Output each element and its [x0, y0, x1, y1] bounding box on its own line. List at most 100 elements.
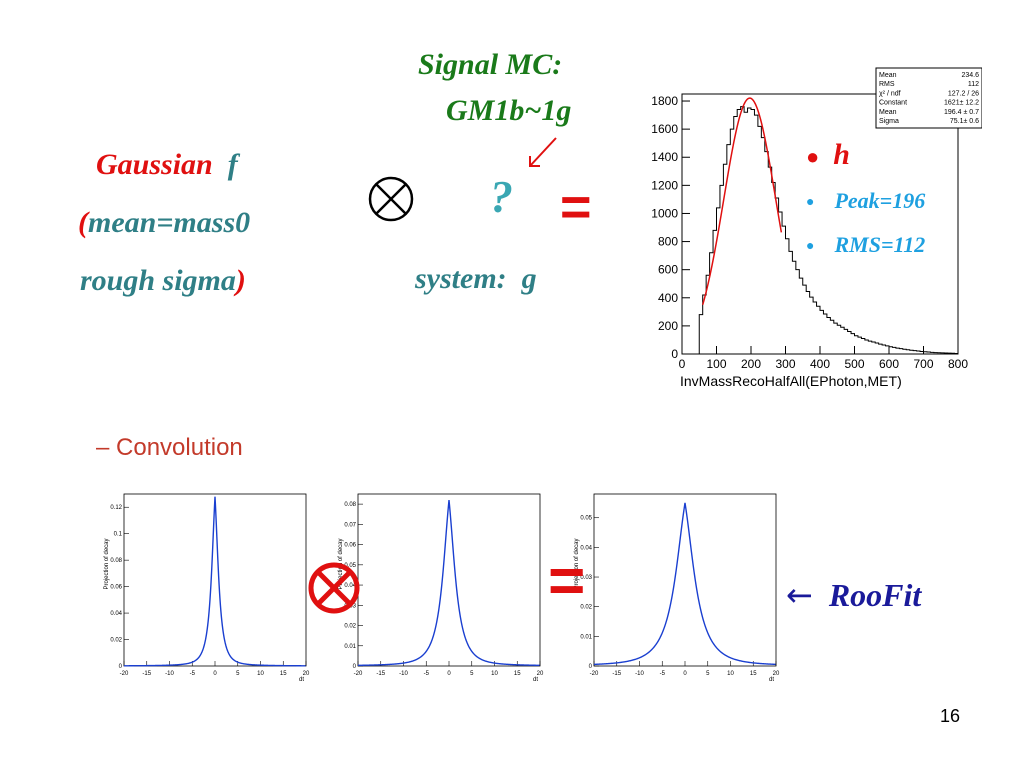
stats-box — [875, 67, 982, 129]
x-tick-label: 0 — [679, 357, 686, 371]
bullet-dot-h: ● — [806, 144, 820, 170]
stats-value: 75.1± 0.6 — [950, 118, 979, 125]
decay-curve — [593, 502, 776, 666]
bullet-dot-rms: ● — [806, 238, 815, 254]
x-tick-label: 20 — [303, 671, 310, 677]
histogram-chart: 0 200 400 600 800 1000 1200 1400 1600 1800 0 100 200… — [651, 67, 982, 389]
bullet-h-text: h — [833, 138, 850, 171]
gaussian-fit-line — [701, 97, 783, 306]
x-tick-label: 800 — [948, 357, 968, 371]
y-tick-label: 200 — [658, 319, 678, 333]
x-tick-label: 5 — [706, 671, 710, 677]
y-tick-label: 0.1 — [114, 532, 123, 538]
y-tick-label: 0.01 — [344, 644, 356, 650]
y-tick-label: 0 — [353, 664, 357, 670]
x-tick-label: -5 — [660, 671, 666, 677]
system-g: g — [521, 262, 537, 295]
y-axis-label: Projection of decay — [104, 538, 110, 589]
decay-curve — [358, 500, 540, 667]
question-mark: ? — [490, 171, 513, 222]
system-label: system: g — [415, 262, 537, 296]
x-tick-label: 10 — [491, 671, 498, 677]
mean-line: (mean=mass0 — [78, 206, 250, 240]
y-tick-label: 0.07 — [344, 522, 356, 528]
roofit-label: ← RooFit — [786, 576, 921, 614]
otimes-red-icon — [308, 562, 360, 614]
y-tick-label: 600 — [658, 263, 678, 277]
stats-value: 1621± 12.2 — [944, 100, 979, 107]
x-tick-label: -10 — [165, 671, 174, 677]
y-tick-label: 0.08 — [110, 558, 122, 564]
y-tick-label: 0.12 — [110, 505, 122, 511]
equals-sign-top: = — [560, 177, 592, 237]
x-tick-label: 10 — [727, 671, 734, 677]
x-tick-label: -20 — [354, 671, 363, 677]
x-tick-label: 5 — [236, 671, 240, 677]
histogram-series — [698, 106, 959, 354]
x-axis-label: InvMassRecoHalfAll(EPhoton,MET) — [680, 373, 902, 389]
bullet-rms: ● RMS=112 — [806, 232, 925, 258]
page-number: 16 — [940, 706, 961, 726]
otimes-icon — [368, 176, 414, 222]
y-tick-label: 1800 — [651, 94, 678, 108]
gaussian-f-line: Gaussian f — [96, 148, 238, 182]
decay-plot-1: 0 0.02 0.04 0.06 0.08 0.1 0.12 -20 -15 -10 -5 0 5 10 1… — [104, 493, 310, 683]
y-tick-label: 0.04 — [580, 545, 592, 551]
x-tick-label: 100 — [706, 357, 726, 371]
x-tick-label: 20 — [537, 671, 544, 677]
stats-value: 127.2 / 26 — [948, 90, 979, 97]
y-tick-label: 0 — [671, 347, 678, 361]
stats-label: Mean — [879, 72, 897, 79]
x-tick-label: 15 — [750, 671, 757, 677]
y-tick-label: 0.06 — [110, 585, 122, 591]
plot-frame — [593, 493, 777, 667]
y-tick-label: 0.01 — [580, 634, 592, 640]
x-axis-label: dt — [769, 677, 774, 683]
signal-model-label: GM1b~1g — [446, 94, 572, 127]
stats-label: RMS — [879, 81, 895, 88]
x-tick-label: 0 — [683, 671, 687, 677]
f-symbol: f — [227, 148, 238, 181]
y-tick-label: 0.02 — [344, 624, 356, 630]
x-tick-label: -20 — [120, 671, 129, 677]
system-word: system: — [415, 262, 507, 295]
stats-value: 234.6 — [961, 72, 979, 79]
rough-sigma-text: rough sigma — [80, 264, 236, 297]
rough-sigma-line: rough sigma) — [80, 264, 246, 298]
x-tick-label: -15 — [612, 671, 621, 677]
y-tick-label: 0.08 — [344, 502, 356, 508]
decay-plot-2: 00.010.020.030.040.050.060.070.08-20 -15-… — [338, 493, 544, 683]
left-arrow-icon: ← — [786, 576, 813, 614]
stats-label: χ² / ndf — [879, 90, 901, 97]
pointer-arrow-icon — [529, 137, 557, 167]
histogram-frame — [681, 93, 959, 355]
y-tick-label: 0 — [119, 664, 123, 670]
equals-sign-bottom: = — [548, 544, 586, 616]
y-tick-label: 0.02 — [110, 638, 122, 644]
x-tick-label: -10 — [635, 671, 644, 677]
x-tick-label: -10 — [399, 671, 408, 677]
bullet-h: ● h — [806, 138, 850, 172]
x-tick-label: 400 — [810, 357, 830, 371]
x-axis-label: dt — [533, 677, 538, 683]
roofit-text: RooFit — [828, 577, 922, 613]
y-tick-label: 400 — [658, 291, 678, 305]
mean-text: mean=mass0 — [88, 206, 251, 239]
stats-label: Sigma — [879, 118, 899, 125]
bullet-peak-text: Peak=196 — [834, 188, 926, 213]
x-axis-label: dt — [299, 677, 304, 683]
plot-frame — [123, 493, 307, 667]
x-tick-label: 20 — [773, 671, 780, 677]
x-tick-label: 600 — [879, 357, 899, 371]
stats-label: Mean — [879, 109, 897, 116]
y-tick-label: 0.04 — [110, 611, 122, 617]
y-tick-label: 0.05 — [580, 516, 592, 522]
y-tick-label: 1000 — [651, 206, 678, 220]
x-tick-label: 15 — [514, 671, 521, 677]
y-tick-label: 1400 — [651, 150, 678, 164]
x-tick-label: 200 — [741, 357, 761, 371]
decay-curve — [124, 496, 306, 667]
signal-mc-label: Signal MC: — [418, 48, 563, 81]
y-tick-label: 1200 — [651, 178, 678, 192]
x-tick-label: -20 — [590, 671, 599, 677]
